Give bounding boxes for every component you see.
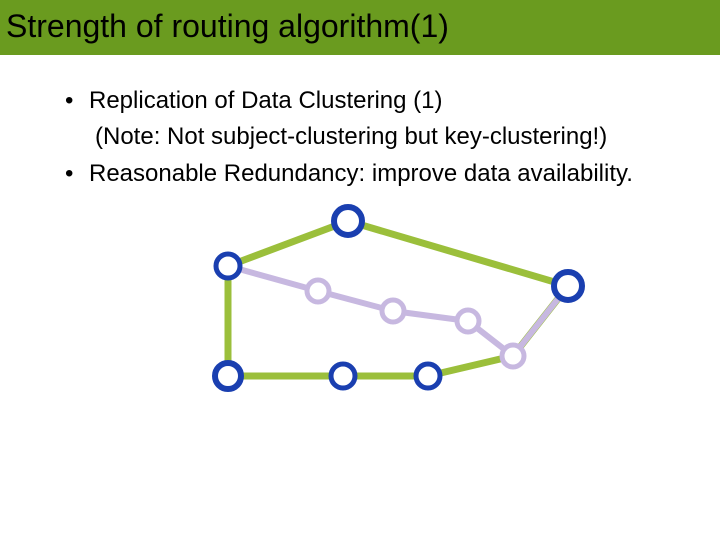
node-icon bbox=[215, 363, 241, 389]
node-icon bbox=[554, 272, 582, 300]
title-bar: Strength of routing algorithm(1) bbox=[0, 0, 720, 55]
bullet-item-1: Replication of Data Clustering (1) bbox=[65, 85, 690, 117]
bullet-list: Replication of Data Clustering (1) bbox=[65, 85, 690, 117]
slide: { "title": { "text": "Strength of routin… bbox=[0, 0, 720, 540]
bullet-item-2: Reasonable Redundancy: improve data avai… bbox=[65, 158, 690, 190]
node-icon bbox=[457, 310, 479, 332]
node-icon bbox=[307, 280, 329, 302]
node-icon bbox=[416, 364, 440, 388]
diagram-container bbox=[65, 196, 690, 406]
node-icon bbox=[216, 254, 240, 278]
node-icon bbox=[502, 345, 524, 367]
node-icon bbox=[331, 364, 355, 388]
bullet-list-2: Reasonable Redundancy: improve data avai… bbox=[65, 158, 690, 190]
network-diagram bbox=[168, 196, 588, 406]
node-icon bbox=[334, 207, 362, 235]
bullet-note: (Note: Not subject-clustering but key-cl… bbox=[65, 121, 690, 153]
node-icon bbox=[382, 300, 404, 322]
slide-title: Strength of routing algorithm(1) bbox=[6, 8, 714, 45]
content-area: Replication of Data Clustering (1) (Note… bbox=[0, 55, 720, 406]
